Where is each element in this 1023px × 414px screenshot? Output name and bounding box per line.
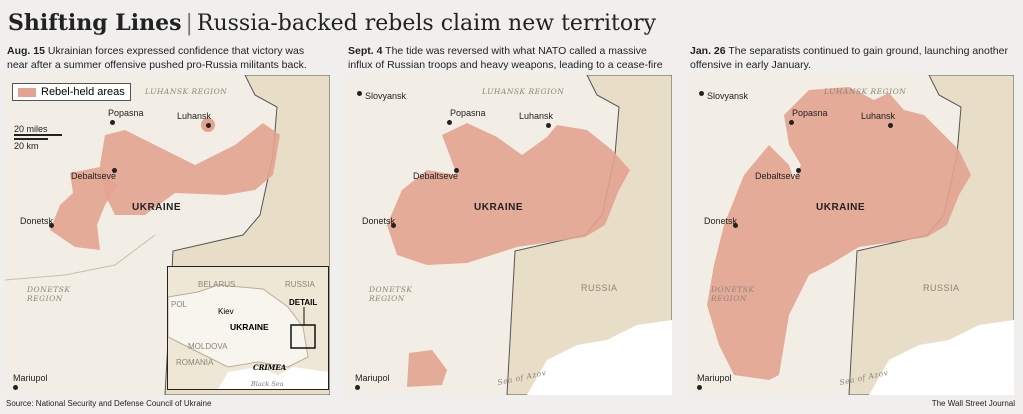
city-debaltseve: Debaltseve bbox=[71, 171, 117, 181]
inset-belarus: BELARUS bbox=[198, 280, 236, 289]
credit: The Wall Street Journal bbox=[931, 399, 1015, 408]
city-slovyansk: Slovyansk bbox=[365, 91, 407, 101]
region-label: DONETSK REGION bbox=[27, 285, 71, 303]
region-label: DONETSK REGION bbox=[369, 285, 413, 303]
city-luhansk: Luhansk bbox=[519, 111, 554, 121]
city-donetsk: Donetsk bbox=[362, 216, 396, 226]
city-donetsk: Donetsk bbox=[704, 216, 738, 226]
caption-jan26: Jan. 26 The separatists continued to gai… bbox=[690, 45, 1008, 71]
region-label: LUHANSK REGION bbox=[482, 87, 565, 96]
region-label: LUHANSK REGION bbox=[145, 87, 228, 96]
map-sept4: LUHANSK REGION Slovyansk Popasna Luhansk… bbox=[347, 75, 672, 395]
caption-aug15: Aug. 15 Ukrainian forces expressed confi… bbox=[7, 45, 307, 71]
country-label: UKRAINE bbox=[132, 202, 182, 213]
country-label: UKRAINE bbox=[474, 202, 524, 213]
city-dot bbox=[697, 385, 702, 390]
scale-bar bbox=[14, 138, 48, 140]
inset-moldova: MOLDOVA bbox=[188, 342, 228, 351]
city-dot bbox=[110, 120, 115, 125]
city-popasna: Popasna bbox=[450, 108, 486, 118]
city-dot bbox=[789, 120, 794, 125]
city-mariupol: Mariupol bbox=[355, 373, 390, 383]
map-base bbox=[347, 75, 672, 395]
source-note: Source: National Security and Defense Co… bbox=[6, 399, 212, 408]
city-luhansk: Luhansk bbox=[177, 111, 212, 121]
inset-black-sea: Black Sea bbox=[251, 380, 284, 388]
legend: Rebel-held areas bbox=[12, 83, 131, 101]
city-popasna: Popasna bbox=[108, 108, 144, 118]
inset-crimea: CRIMEA bbox=[253, 363, 287, 372]
legend-swatch bbox=[18, 87, 36, 97]
city-mariupol: Mariupol bbox=[697, 373, 732, 383]
map-base bbox=[689, 75, 1014, 395]
city-dot bbox=[454, 168, 459, 173]
inset-detail: DETAIL bbox=[289, 298, 318, 307]
inset-ukraine: UKRAINE bbox=[230, 322, 269, 332]
rebel-area bbox=[387, 123, 630, 265]
city-dot bbox=[391, 223, 396, 228]
rebel-area bbox=[407, 350, 447, 387]
inset-pol: POL bbox=[171, 300, 188, 309]
city-dot bbox=[796, 168, 801, 173]
city-debaltseve: Debaltseve bbox=[755, 171, 801, 181]
country-label: UKRAINE bbox=[816, 202, 866, 213]
city-dot bbox=[447, 120, 452, 125]
map-jan26: LUHANSK REGION Slovyansk Popasna Luhansk… bbox=[689, 75, 1014, 395]
scale-miles: 20 miles bbox=[14, 124, 48, 134]
city-luhansk: Luhansk bbox=[861, 111, 896, 121]
rebel-area bbox=[707, 87, 971, 380]
scale-km: 20 km bbox=[14, 141, 39, 151]
inset-map: BELARUS RUSSIA POL Kiev UKRAINE DETAIL M… bbox=[167, 266, 329, 390]
city-dot bbox=[112, 168, 117, 173]
city-dot bbox=[206, 123, 211, 128]
city-dot bbox=[357, 91, 362, 96]
inset-romania: ROMANIA bbox=[176, 358, 214, 367]
page-title: Shifting Lines | Russia-backed rebels clai… bbox=[8, 10, 657, 36]
rebel-area bbox=[100, 123, 280, 215]
city-dot bbox=[699, 91, 704, 96]
city-popasna: Popasna bbox=[792, 108, 828, 118]
city-dot bbox=[355, 385, 360, 390]
city-slovyansk: Slovyansk bbox=[707, 91, 749, 101]
city-dot bbox=[49, 223, 54, 228]
russia-label: RUSSIA bbox=[581, 283, 618, 293]
map-aug15: Rebel-held areas 20 miles 20 km LUHANSK … bbox=[5, 75, 330, 395]
rebel-area bbox=[50, 167, 117, 250]
region-label: DONETSK REGION bbox=[711, 285, 755, 303]
inset-kiev: Kiev bbox=[218, 307, 234, 316]
city-donetsk: Donetsk bbox=[20, 216, 54, 226]
city-dot bbox=[888, 123, 893, 128]
inset-base bbox=[168, 284, 328, 389]
city-dot bbox=[546, 123, 551, 128]
russia-label: RUSSIA bbox=[923, 283, 960, 293]
city-debaltseve: Debaltseve bbox=[413, 171, 459, 181]
region-label: LUHANSK REGION bbox=[824, 87, 907, 96]
inset-russia: RUSSIA bbox=[285, 280, 315, 289]
city-dot bbox=[733, 223, 738, 228]
city-dot bbox=[13, 385, 18, 390]
city-mariupol: Mariupol bbox=[13, 373, 48, 383]
scale-bar bbox=[14, 134, 62, 136]
